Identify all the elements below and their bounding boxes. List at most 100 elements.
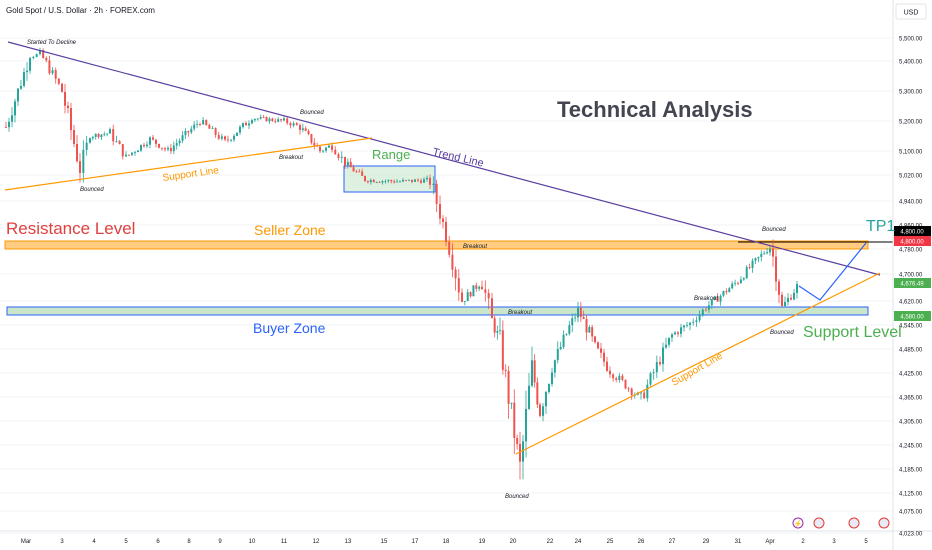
candle-body [579,307,582,318]
y-tick-label: 4,305.00 [899,420,923,426]
candle-body [67,105,69,108]
candle-body [606,361,608,371]
candle-body [556,349,559,361]
candle-body [402,180,404,182]
candle-body [496,331,499,333]
candle-body [277,119,280,122]
seller-zone-label: Seller Zone [254,222,326,238]
candle-body [737,282,739,284]
candle-body [411,179,413,182]
candle-body [115,141,118,142]
x-tick-label: 8 [187,539,191,545]
y-tick-label: 4,023.00 [899,532,923,538]
candle-body [615,378,618,381]
candle-body [504,369,507,371]
candle-body [790,297,792,300]
candle-body [461,292,463,302]
candle-body [571,318,574,326]
candle-body [683,325,685,328]
candle-body [748,267,751,268]
candle-body [516,438,519,444]
x-axis[interactable]: Mar 3 4 5 6 8 9 10 11 12 13 15 17 18 19 20 22 24 25 26 27 29 3… [21,539,869,545]
candle-body [796,283,798,293]
x-tick-label: 19 [479,539,486,545]
candle-body [472,285,475,297]
bounced-label-2: Bounced [300,110,324,116]
candle-body [217,134,220,139]
candle-body [121,144,124,157]
candle-body [57,78,60,84]
candle-body [588,327,591,333]
candle-body [466,292,469,302]
price-label-box [894,278,931,288]
candle-body [152,137,154,140]
candle-body [565,333,568,335]
candle-body [469,292,472,297]
y-tick-label: 4,425.00 [899,372,923,378]
candle-body [429,177,431,185]
candle-body [707,305,710,310]
candle-body [393,181,396,183]
event-lightning-icon[interactable] [792,517,804,529]
event-flag-icon-2[interactable] [848,517,860,529]
candle-body [754,258,757,261]
candle-body [372,179,375,183]
candle-body [337,154,340,158]
candle-body [674,332,676,335]
candle-body [295,123,298,126]
price-label-text: 4,800.00 [900,240,924,246]
candle-body [199,124,201,125]
candle-body [728,288,731,293]
candle-body [344,156,346,166]
candle-body [519,443,521,462]
bounced-label-5: Bounced [770,330,794,336]
x-tick-label: 17 [412,539,419,545]
candle-body [420,180,422,183]
candle-body [242,123,244,127]
candle-body [61,83,63,92]
candle-body [655,362,658,373]
y-tick-label: 5,300.00 [899,90,923,96]
candle-body [211,128,214,129]
x-tick-label: 13 [345,539,352,545]
candle-body [202,120,205,125]
candle-body [772,248,774,257]
candle-body [134,152,136,153]
trend-line [7,41,881,276]
symbol-title[interactable]: Gold Spot / U.S. Dollar · 2h · FOREX.com [6,6,155,15]
candle-body [522,441,524,462]
price-label-box [894,311,931,321]
candle-body [268,118,271,122]
x-tick-label: 24 [575,539,582,545]
candle-body [381,181,384,183]
candle-body [313,142,316,146]
candle-body [591,327,594,337]
candle-body [643,392,646,399]
candle-body [553,360,556,373]
support-level-label: Support Level [803,324,902,341]
y-tick-label: 4,940.00 [899,200,923,206]
candle-body [600,348,602,353]
x-tick-label: 6 [156,539,160,545]
y-tick-label: 4,700.00 [899,273,923,279]
candle-body [70,107,72,131]
y-tick-label: 4,245.00 [899,444,923,450]
y-axis[interactable]: 5,500.00 5,400.00 5,300.00 5,200.00 5,100.00… [899,37,923,538]
event-flag-icon-3[interactable] [878,517,890,529]
candle-body [548,384,550,393]
candle-body [585,319,588,333]
candle-body [713,296,716,300]
candle-body [396,181,399,183]
candle-body [539,404,541,416]
currency-button[interactable] [895,3,927,20]
lines-layer [4,41,881,455]
candle-body [769,248,771,253]
candle-body [48,60,51,74]
candle-body [793,292,795,300]
event-flag-icon-1[interactable] [813,517,825,529]
candle-body [705,309,707,311]
candle-body [784,301,786,306]
candle-body [448,241,451,255]
candle-body [627,388,630,390]
candle-body [787,297,789,302]
